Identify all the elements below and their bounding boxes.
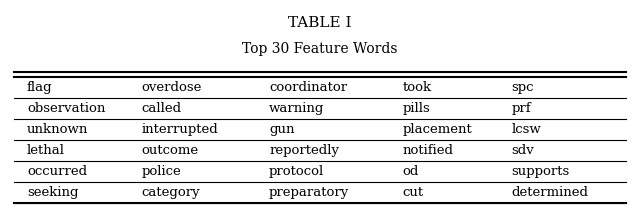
Text: placement: placement bbox=[403, 123, 472, 136]
Text: prf: prf bbox=[511, 102, 531, 115]
Text: sdv: sdv bbox=[511, 144, 534, 157]
Text: reportedly: reportedly bbox=[269, 144, 339, 157]
Text: TABLE I: TABLE I bbox=[288, 16, 352, 30]
Text: police: police bbox=[141, 165, 181, 178]
Text: category: category bbox=[141, 186, 200, 199]
Text: overdose: overdose bbox=[141, 81, 202, 94]
Text: occurred: occurred bbox=[27, 165, 87, 178]
Text: cut: cut bbox=[403, 186, 424, 199]
Text: seeking: seeking bbox=[27, 186, 78, 199]
Text: spc: spc bbox=[511, 81, 534, 94]
Text: determined: determined bbox=[511, 186, 588, 199]
Text: warning: warning bbox=[269, 102, 324, 115]
Text: called: called bbox=[141, 102, 182, 115]
Text: supports: supports bbox=[511, 165, 570, 178]
Text: unknown: unknown bbox=[27, 123, 88, 136]
Text: outcome: outcome bbox=[141, 144, 198, 157]
Text: interrupted: interrupted bbox=[141, 123, 218, 136]
Text: flag: flag bbox=[27, 81, 52, 94]
Text: took: took bbox=[403, 81, 432, 94]
Text: Top 30 Feature Words: Top 30 Feature Words bbox=[243, 42, 397, 56]
Text: protocol: protocol bbox=[269, 165, 324, 178]
Text: lethal: lethal bbox=[27, 144, 65, 157]
Text: lcsw: lcsw bbox=[511, 123, 541, 136]
Text: notified: notified bbox=[403, 144, 454, 157]
Text: observation: observation bbox=[27, 102, 105, 115]
Text: preparatory: preparatory bbox=[269, 186, 349, 199]
Text: pills: pills bbox=[403, 102, 431, 115]
Text: od: od bbox=[403, 165, 419, 178]
Text: gun: gun bbox=[269, 123, 294, 136]
Text: coordinator: coordinator bbox=[269, 81, 347, 94]
